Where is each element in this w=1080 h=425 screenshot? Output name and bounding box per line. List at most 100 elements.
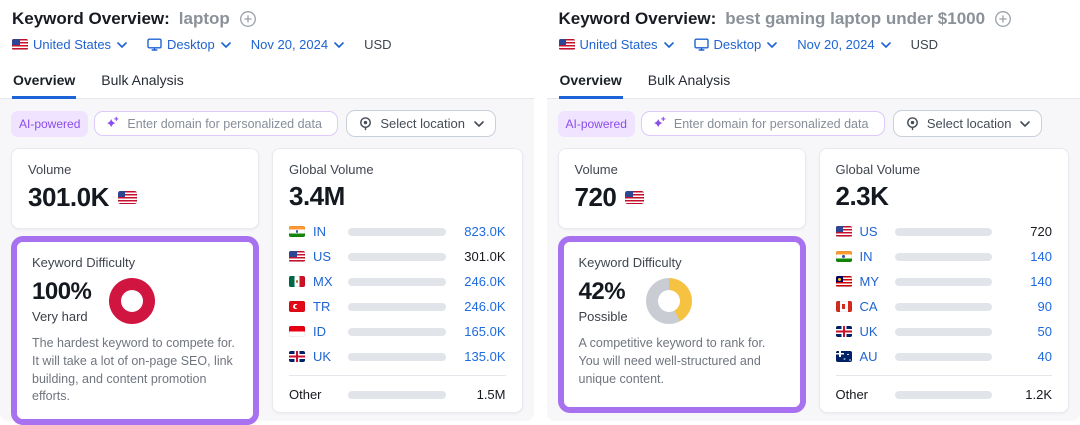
us-flag-icon: [625, 191, 644, 204]
add-keyword-icon[interactable]: [239, 10, 257, 28]
country-volume-value[interactable]: 720: [1000, 224, 1052, 239]
global-volume-total: 2.3K: [836, 181, 1053, 212]
tab-bulk-analysis[interactable]: Bulk Analysis: [100, 68, 184, 99]
filter-bar: United States Desktop Nov 20, 2024 USD: [559, 36, 1067, 58]
date-filter[interactable]: Nov 20, 2024: [797, 37, 890, 52]
country-volume-value[interactable]: 90: [1000, 299, 1052, 314]
chevron-down-icon: [474, 121, 484, 127]
select-location-button[interactable]: Select location: [893, 110, 1043, 137]
sparkle-icon: [105, 116, 120, 131]
keyword-overview-panel: Keyword Overview: best gaming laptop und…: [547, 0, 1080, 421]
country-volume-value[interactable]: 40: [1000, 349, 1052, 364]
keyword-difficulty-highlight-border: Keyword Difficulty 42% Possible A compet…: [558, 236, 806, 413]
country-code[interactable]: US: [313, 249, 340, 264]
country-volume-value[interactable]: 246.0K: [454, 299, 506, 314]
country-volume-value[interactable]: 246.0K: [454, 274, 506, 289]
keyword-difficulty-level: Possible: [579, 309, 628, 324]
desktop-icon: [147, 38, 162, 51]
volume-value-row: 301.0K: [28, 182, 242, 213]
date-filter-label: Nov 20, 2024: [797, 37, 874, 52]
volume-bar-track: [895, 278, 993, 286]
country-code[interactable]: UK: [860, 324, 887, 339]
tab-overview[interactable]: Overview: [12, 68, 76, 99]
country-volume-value[interactable]: 165.0K: [454, 324, 506, 339]
country-code[interactable]: TR: [313, 299, 340, 314]
select-location-label: Select location: [380, 116, 465, 131]
global-volume-total: 3.4M: [289, 181, 506, 212]
volume-bar-track: [348, 353, 446, 361]
difficulty-donut-chart: [646, 278, 692, 324]
country-volume-row: CA 90: [836, 299, 1053, 314]
country-volume-value[interactable]: 135.0K: [454, 349, 506, 364]
volume-bar-track: [348, 253, 446, 261]
device-filter[interactable]: Desktop: [694, 37, 778, 52]
panel-header: Keyword Overview: best gaming laptop und…: [547, 0, 1080, 99]
chevron-down-icon: [664, 42, 674, 48]
keyword-difficulty-level: Very hard: [32, 309, 91, 324]
volume-card: Volume 720: [558, 148, 806, 229]
keyword-overview-panel: Keyword Overview: laptop United States D…: [0, 0, 534, 421]
keyword-difficulty-percent: 100%: [32, 278, 91, 306]
add-keyword-icon[interactable]: [994, 10, 1012, 28]
country-flag-icon: [836, 251, 852, 262]
domain-input[interactable]: [674, 117, 874, 131]
other-label: Other: [289, 387, 340, 402]
metric-cards: Volume 301.0K Keyword Difficulty 100%: [11, 148, 523, 413]
country-filter[interactable]: United States: [12, 37, 127, 52]
country-volume-row: UK 50: [836, 324, 1053, 339]
title-row: Keyword Overview: best gaming laptop und…: [559, 6, 1067, 36]
country-code[interactable]: CA: [860, 299, 887, 314]
country-code[interactable]: ID: [313, 324, 340, 339]
difficulty-donut-chart: [109, 278, 155, 324]
country-flag-icon: [289, 226, 305, 237]
country-code[interactable]: US: [860, 224, 887, 239]
domain-input-wrapper[interactable]: [94, 111, 338, 136]
volume-bar-track: [895, 303, 993, 311]
tab-overview[interactable]: Overview: [559, 68, 623, 99]
country-volume-value[interactable]: 140: [1000, 249, 1052, 264]
tab-bulk-analysis[interactable]: Bulk Analysis: [647, 68, 731, 99]
domain-input-wrapper[interactable]: [641, 111, 885, 136]
location-pin-icon: [905, 116, 920, 131]
keyword-difficulty-card: Keyword Difficulty 100% Very hard The ha…: [17, 242, 253, 419]
global-volume-label: Global Volume: [836, 162, 1053, 177]
other-volume-value: 1.2K: [1000, 387, 1052, 402]
location-pin-icon: [358, 116, 373, 131]
country-volume-value[interactable]: 140: [1000, 274, 1052, 289]
date-filter[interactable]: Nov 20, 2024: [251, 37, 344, 52]
country-volume-value[interactable]: 50: [1000, 324, 1052, 339]
country-code[interactable]: IN: [313, 224, 340, 239]
volume-label: Volume: [28, 162, 242, 177]
device-filter-label: Desktop: [714, 37, 762, 52]
chevron-down-icon: [221, 42, 231, 48]
device-filter[interactable]: Desktop: [147, 37, 231, 52]
country-code[interactable]: MY: [860, 274, 887, 289]
tab-bar: Overview Bulk Analysis: [559, 68, 1067, 98]
volume-value: 720: [575, 182, 617, 213]
volume-bar-track: [895, 328, 993, 336]
us-flag-icon: [118, 191, 137, 204]
other-label: Other: [836, 387, 887, 402]
chevron-down-icon: [1020, 121, 1030, 127]
page-title: Keyword Overview:: [12, 9, 170, 29]
ai-powered-bar: AI-powered Select location: [11, 110, 523, 137]
other-volume-row: Other 1.5M: [289, 375, 506, 402]
device-filter-label: Desktop: [167, 37, 215, 52]
country-filter[interactable]: United States: [559, 37, 674, 52]
country-code[interactable]: UK: [313, 349, 340, 364]
country-volume-value[interactable]: 301.0K: [454, 249, 506, 264]
country-flag-icon: [289, 301, 305, 312]
country-code[interactable]: IN: [860, 249, 887, 264]
domain-input[interactable]: [127, 117, 327, 131]
country-code[interactable]: MX: [313, 274, 340, 289]
filter-bar: United States Desktop Nov 20, 2024 USD: [12, 36, 520, 58]
country-volume-value[interactable]: 823.0K: [454, 224, 506, 239]
volume-value-row: 720: [575, 182, 789, 213]
country-volume-row: ID 165.0K: [289, 324, 506, 339]
country-filter-label: United States: [580, 37, 658, 52]
country-code[interactable]: AU: [860, 349, 887, 364]
ai-powered-badge: AI-powered: [11, 111, 88, 137]
select-location-button[interactable]: Select location: [346, 110, 496, 137]
panel-body: AI-powered Select location Volume 30: [0, 99, 534, 421]
volume-bar-track: [895, 391, 993, 399]
